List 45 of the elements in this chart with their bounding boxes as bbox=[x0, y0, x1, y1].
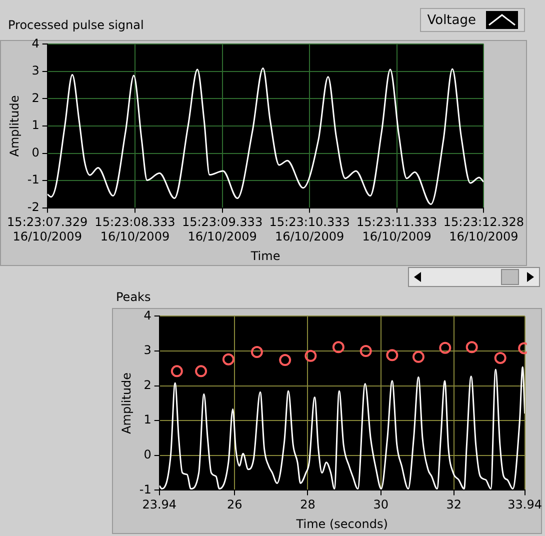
y-tick-label: 0 bbox=[32, 145, 40, 160]
x-tick-label: 33.94 bbox=[508, 498, 542, 512]
y-tick-label: 3 bbox=[32, 64, 40, 78]
point bbox=[466, 341, 478, 354]
y-tick-label: 4 bbox=[144, 308, 152, 322]
point bbox=[170, 365, 183, 378]
x-axis-title: Time bbox=[250, 248, 280, 263]
point bbox=[494, 352, 506, 364]
x-tick-label: 15:23:07.329 16/10/2009 bbox=[7, 215, 88, 244]
chart-title: Peaks bbox=[116, 290, 151, 304]
y-tick-label: 1 bbox=[144, 412, 152, 427]
point bbox=[250, 346, 263, 358]
point bbox=[386, 349, 398, 362]
y-tick-label: -1 bbox=[139, 482, 152, 496]
x-axis-title: Time (seconds) bbox=[295, 516, 388, 531]
x-tick-label: 15:23:09.333 16/10/2009 bbox=[182, 215, 263, 244]
y-tick-label: 4 bbox=[32, 36, 40, 50]
point bbox=[222, 353, 234, 366]
x-tick-label: 23.94 bbox=[142, 498, 177, 512]
x-tick-label: 28 bbox=[300, 498, 316, 512]
y-tick-label: 3 bbox=[144, 343, 152, 358]
y-tick-label: 0 bbox=[144, 448, 152, 462]
y-tick-label: 2 bbox=[32, 90, 40, 105]
point bbox=[195, 365, 208, 378]
x-tick-label: 30 bbox=[373, 498, 388, 512]
legend-label: Voltage bbox=[427, 12, 476, 28]
y-axis-title: Amplitude bbox=[7, 95, 22, 157]
y-tick-label: -2 bbox=[27, 200, 40, 214]
point bbox=[279, 354, 292, 366]
chart-title: Processed pulse signal bbox=[8, 18, 144, 32]
y-tick-label: -1 bbox=[27, 172, 40, 187]
point bbox=[412, 350, 424, 363]
x-tick-label: 26 bbox=[227, 498, 242, 512]
x-tick-label: 15:23:12.328 16/10/2009 bbox=[443, 215, 524, 244]
y-axis-title: Amplitude bbox=[119, 372, 134, 434]
y-tick-label: 1 bbox=[32, 118, 40, 132]
point bbox=[304, 350, 317, 362]
point bbox=[332, 341, 344, 354]
point bbox=[360, 345, 372, 357]
point bbox=[439, 342, 452, 354]
x-tick-label: 15:23:11.333 16/10/2009 bbox=[356, 215, 438, 244]
x-tick-label: 15:23:10.333 16/10/2009 bbox=[269, 215, 350, 244]
x-tick-label: 15:23:08.333 16/10/2009 bbox=[94, 215, 176, 244]
y-tick-label: 2 bbox=[144, 378, 152, 392]
x-tick-label: 32 bbox=[446, 498, 462, 512]
